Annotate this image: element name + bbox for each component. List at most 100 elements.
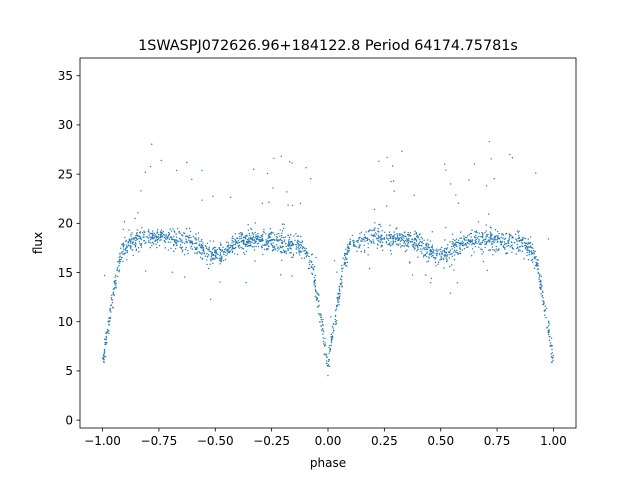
data-point	[542, 297, 544, 299]
data-point	[143, 234, 145, 236]
data-point	[131, 241, 134, 244]
data-point	[363, 244, 365, 246]
data-point	[505, 253, 507, 255]
data-point	[290, 241, 292, 243]
data-point	[488, 249, 490, 251]
data-point	[204, 255, 206, 257]
data-point	[494, 235, 496, 238]
data-point	[286, 191, 288, 193]
data-point	[538, 276, 540, 279]
data-point	[544, 309, 546, 312]
data-point	[453, 254, 456, 256]
data-point	[320, 318, 322, 321]
data-point	[393, 234, 395, 237]
data-point	[345, 252, 347, 255]
data-point	[228, 246, 230, 249]
data-point	[346, 250, 349, 252]
data-point	[520, 239, 522, 241]
data-point	[485, 230, 487, 232]
data-point	[253, 242, 255, 244]
data-point	[241, 232, 243, 234]
data-point	[377, 243, 379, 245]
data-point	[310, 266, 313, 269]
data-point	[102, 356, 104, 359]
data-point	[496, 249, 499, 252]
data-point	[295, 246, 298, 248]
data-point	[396, 238, 398, 240]
data-point	[454, 239, 456, 242]
data-point	[264, 243, 266, 246]
data-point	[549, 342, 552, 344]
data-point	[399, 234, 401, 237]
data-point	[431, 255, 433, 258]
data-point	[242, 243, 245, 245]
data-point	[222, 246, 224, 249]
data-point	[329, 350, 331, 353]
data-point	[532, 261, 534, 263]
data-point	[151, 232, 154, 234]
data-point	[312, 266, 314, 269]
data-point	[482, 232, 484, 235]
data-point	[503, 244, 506, 246]
data-point	[252, 235, 255, 238]
data-point	[370, 241, 373, 244]
data-point	[108, 324, 111, 326]
data-point	[217, 253, 219, 256]
data-point	[280, 274, 282, 276]
data-point	[171, 236, 173, 239]
data-point	[491, 241, 493, 243]
data-point	[457, 239, 460, 241]
data-point	[540, 280, 542, 282]
data-point	[399, 237, 402, 239]
data-point	[411, 244, 414, 246]
data-point	[377, 239, 379, 242]
data-point	[493, 237, 495, 239]
data-point	[490, 158, 492, 160]
data-point	[280, 242, 283, 244]
data-point	[551, 345, 553, 347]
data-point	[303, 257, 306, 259]
data-point	[417, 243, 419, 246]
data-point	[451, 248, 453, 250]
data-point	[346, 261, 349, 264]
data-point	[234, 247, 236, 249]
data-point	[429, 251, 431, 253]
data-point	[271, 250, 274, 252]
data-point	[340, 284, 342, 286]
data-point	[339, 295, 341, 297]
data-point	[126, 245, 128, 248]
data-point	[155, 239, 157, 242]
data-point	[169, 236, 171, 239]
data-point	[425, 247, 427, 249]
data-point	[490, 243, 493, 245]
data-point	[294, 239, 296, 242]
data-point	[219, 251, 221, 254]
data-point	[318, 294, 320, 296]
data-point	[122, 228, 125, 231]
data-point	[423, 247, 425, 249]
data-point	[195, 233, 197, 235]
data-point	[459, 245, 461, 247]
data-point	[209, 258, 212, 260]
data-point	[471, 229, 473, 231]
data-point	[358, 245, 361, 248]
data-point	[259, 238, 261, 241]
data-point	[478, 243, 480, 245]
data-point	[438, 253, 440, 255]
data-point	[133, 239, 135, 241]
data-point	[450, 245, 453, 248]
data-point	[344, 261, 347, 264]
data-point	[191, 248, 194, 250]
data-point	[534, 250, 537, 253]
data-point	[445, 226, 447, 229]
data-point	[229, 244, 231, 246]
data-point	[283, 251, 286, 254]
data-point	[430, 277, 433, 280]
data-point	[378, 236, 380, 238]
data-point	[435, 257, 437, 259]
data-point	[491, 233, 493, 236]
data-point	[436, 248, 438, 250]
data-point	[160, 159, 162, 162]
data-point	[470, 240, 472, 243]
data-point	[121, 243, 123, 245]
